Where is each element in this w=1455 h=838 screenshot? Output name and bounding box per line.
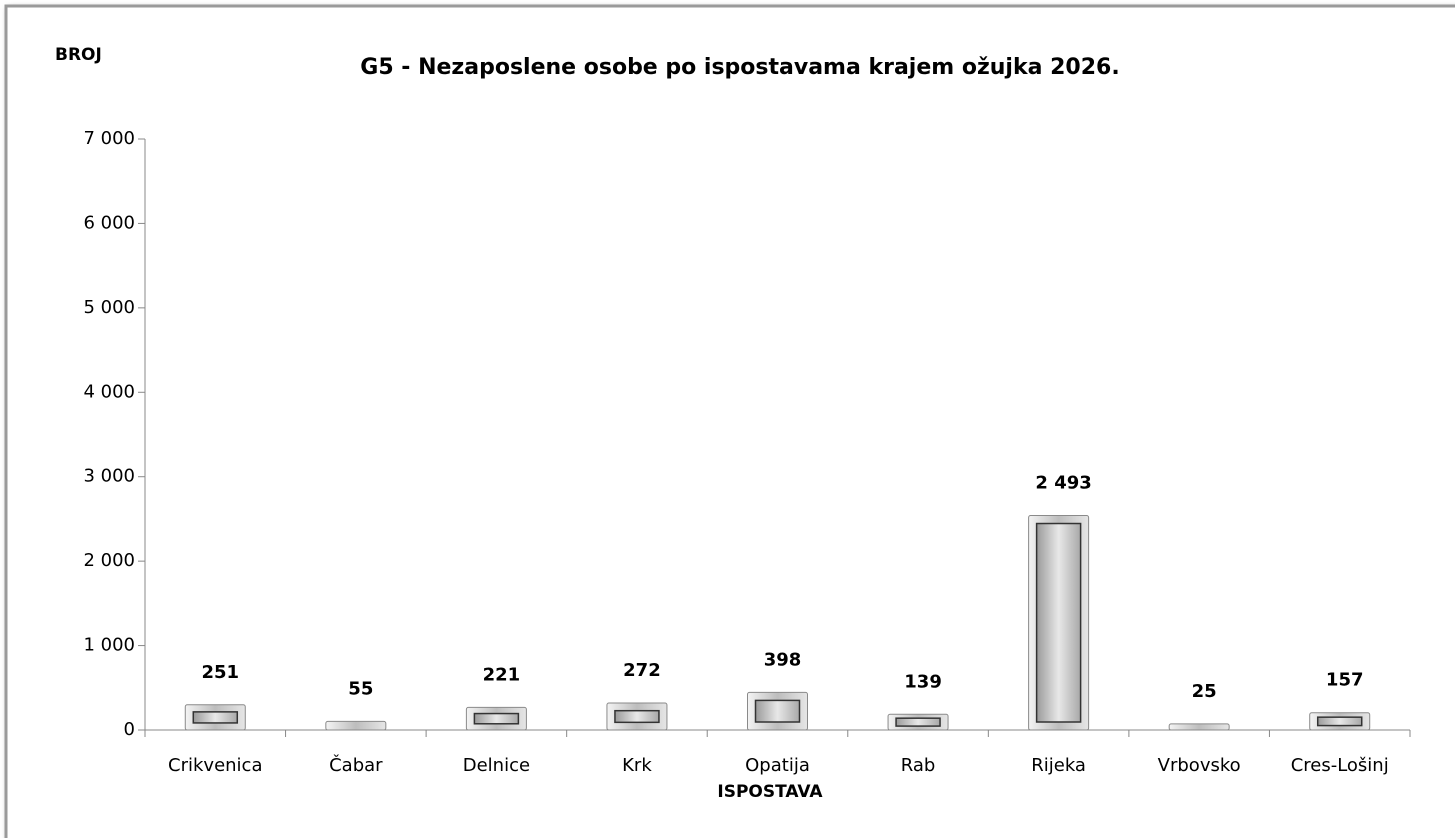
bar-bevel [1035, 522, 1082, 723]
y-tick-label: 2 000 [83, 550, 135, 571]
y-tick-label: 7 000 [83, 128, 135, 149]
data-label: 139 [904, 671, 942, 692]
x-tick-label: Opatija [745, 755, 810, 776]
bar-bevel [895, 717, 941, 727]
chart-frame [4, 4, 1455, 838]
y-tick-label: 5 000 [83, 297, 135, 318]
bar-bevel [614, 709, 660, 724]
data-label: 251 [201, 662, 239, 683]
y-tick-label: 6 000 [83, 212, 135, 233]
data-label: 221 [483, 664, 521, 685]
bar-bevel [1316, 716, 1363, 727]
x-tick-label: Čabar [329, 754, 383, 776]
y-tick-label: 1 000 [83, 635, 135, 656]
x-tick-label: Crikvenica [168, 755, 262, 776]
bar [1168, 723, 1230, 731]
data-label: 157 [1326, 670, 1364, 691]
y-tick-label: 4 000 [83, 381, 135, 402]
y-axis-title: BROJ [55, 45, 102, 65]
data-label: 55 [348, 678, 373, 699]
x-tick-label: Rijeka [1031, 755, 1086, 776]
bar-bevel [192, 711, 239, 724]
x-tick-label: Rab [901, 755, 936, 776]
data-label: 2 493 [1035, 473, 1091, 494]
x-axis-title: ISPOSTAVA [717, 782, 823, 802]
y-tick-label: 3 000 [83, 466, 135, 487]
x-tick-label: Delnice [463, 755, 530, 776]
bar [325, 720, 387, 731]
data-label: 25 [1192, 681, 1217, 702]
y-tick-label: 0 [124, 719, 135, 740]
x-tick-label: Cres-Lošinj [1291, 755, 1389, 776]
data-label: 272 [623, 660, 661, 681]
chart-title: G5 - Nezaposlene osobe po ispostavama kr… [360, 55, 1119, 80]
x-tick-label: Krk [622, 755, 652, 776]
bar-bevel [473, 712, 520, 725]
bar-bevel [754, 699, 801, 723]
x-tick-label: Vrbovsko [1158, 755, 1241, 776]
data-label: 398 [764, 649, 802, 670]
